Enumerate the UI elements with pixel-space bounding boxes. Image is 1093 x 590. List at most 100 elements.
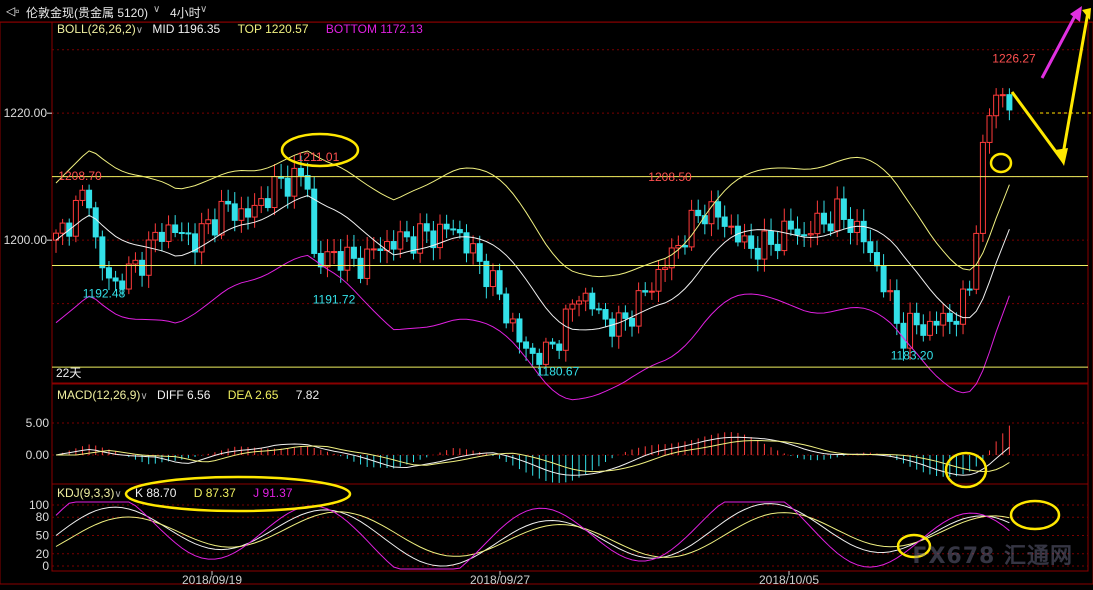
candle xyxy=(807,233,814,236)
candle xyxy=(225,200,232,205)
candle xyxy=(973,232,980,290)
candle xyxy=(529,347,536,354)
candle xyxy=(827,223,834,232)
candle xyxy=(503,293,510,324)
candle xyxy=(1006,94,1013,111)
macd-label[interactable]: MACD(12,26,9) xyxy=(57,388,141,402)
price-tick-label: 1200.00 xyxy=(4,233,48,247)
candle xyxy=(728,225,735,228)
candle xyxy=(979,141,986,234)
candle xyxy=(218,200,225,236)
candle xyxy=(609,318,616,337)
instrument-title[interactable]: 伦敦金现(贵金属 5120) xyxy=(26,6,149,20)
price-annotation: 1208.50 xyxy=(648,170,692,184)
candle xyxy=(542,341,549,365)
price-annotation: 1183.20 xyxy=(891,349,934,363)
candle xyxy=(523,341,530,349)
candle xyxy=(907,312,914,349)
candle xyxy=(59,222,66,234)
candle xyxy=(960,288,967,325)
period-selector[interactable]: 4小时 xyxy=(170,6,201,20)
candle xyxy=(172,224,179,234)
candle xyxy=(662,267,669,270)
candle xyxy=(595,308,602,311)
boll-label[interactable]: BOLL(26,26,2) xyxy=(57,22,136,36)
candle xyxy=(509,318,516,324)
ellipse-bollmid xyxy=(989,152,1013,174)
magenta-arrow-head xyxy=(1070,6,1082,22)
candle xyxy=(900,322,907,349)
candle xyxy=(397,231,404,250)
candle xyxy=(245,208,251,218)
yellow-arrow-mid-head xyxy=(1055,148,1068,166)
candle xyxy=(324,251,331,268)
candle xyxy=(317,252,324,268)
candle xyxy=(549,341,556,345)
candle xyxy=(761,230,768,260)
boll-top-line xyxy=(55,150,1010,278)
candle xyxy=(834,198,841,232)
candle xyxy=(847,218,854,233)
candle xyxy=(192,233,199,253)
instrument-dropdown-icon[interactable]: ∨ xyxy=(153,4,161,15)
candle xyxy=(576,300,583,305)
candle xyxy=(582,292,589,302)
boll-dropdown-icon[interactable]: ∨ xyxy=(135,25,144,36)
candle xyxy=(377,248,384,251)
ellipse-macd xyxy=(944,451,988,489)
candle xyxy=(655,268,662,292)
candle xyxy=(337,251,344,271)
candle xyxy=(986,115,993,143)
kdj-tick-label: 50 xyxy=(36,529,50,543)
candle xyxy=(966,288,973,291)
candle xyxy=(562,308,569,351)
candle xyxy=(370,248,377,251)
candle xyxy=(695,209,702,217)
candle xyxy=(119,280,126,290)
candle xyxy=(112,277,119,282)
kdj-tick-label: 0 xyxy=(42,559,49,573)
candle xyxy=(516,318,523,343)
candle xyxy=(860,220,867,243)
candle xyxy=(344,246,351,271)
candle xyxy=(390,241,397,250)
macd-diff: DIFF 6.56 xyxy=(157,388,211,402)
candle xyxy=(556,343,563,351)
candle xyxy=(456,229,463,234)
candle xyxy=(357,257,364,279)
candle xyxy=(893,290,900,324)
ellipse-kdj-values xyxy=(124,475,352,513)
kdj-tick-label: 80 xyxy=(36,510,50,524)
candle xyxy=(92,207,99,238)
candle xyxy=(251,204,258,218)
period-dropdown-icon[interactable]: ∨ xyxy=(200,4,208,15)
ellipse-1211 xyxy=(280,132,360,168)
candle xyxy=(450,228,457,231)
price-annotation: 1191.72 xyxy=(313,293,356,307)
candle xyxy=(668,247,675,269)
candle xyxy=(887,290,894,293)
price-annotation: 1208.70 xyxy=(58,169,102,183)
back-button[interactable]: ◁▫ xyxy=(6,4,20,18)
candle xyxy=(205,219,212,225)
candle xyxy=(476,243,483,262)
candle xyxy=(311,188,318,254)
candle xyxy=(688,209,695,248)
macd-dropdown-icon[interactable]: ∨ xyxy=(140,391,148,402)
candle xyxy=(258,198,265,206)
kdj-label[interactable]: KDJ(9,3,3) xyxy=(57,486,115,500)
kdj-j: J 91.37 xyxy=(253,486,293,500)
candle xyxy=(79,189,86,201)
candle xyxy=(291,167,298,197)
candle xyxy=(139,259,146,276)
magenta-arrow xyxy=(1040,13,1078,79)
macd-value: 7.82 xyxy=(295,388,320,402)
candle xyxy=(999,94,1006,97)
macd-legend: MACD(12,26,9)∨ DIFF 6.56 DEA 2.65 7.82 xyxy=(57,388,319,402)
candle xyxy=(913,312,920,326)
candle xyxy=(873,252,880,267)
boll-legend: BOLL(26,26,2)∨ MID 1196.35 TOP 1220.57 B… xyxy=(57,22,423,36)
kdj-dropdown-icon[interactable]: ∨ xyxy=(114,489,122,500)
macd-dea: DEA 2.65 xyxy=(227,388,279,402)
